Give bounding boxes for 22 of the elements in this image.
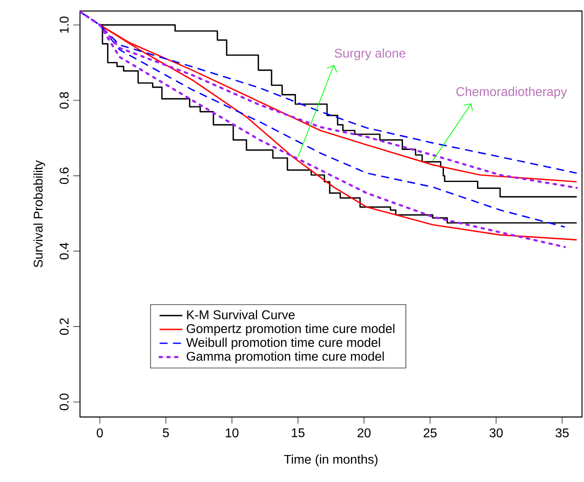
x-tick-label: 25 (424, 428, 437, 438)
y-axis-title: Survival Probability (33, 160, 46, 268)
annotation: Surgry alone (334, 48, 406, 60)
x-tick-label: 0 (96, 428, 103, 438)
y-tick-label: 0.6 (60, 167, 69, 184)
y-tick-label: 0.4 (60, 242, 69, 260)
legend-label: Gamma promotion time cure model (186, 352, 384, 364)
legend-label: Gompertz promotion time cure model (186, 324, 394, 336)
y-tick-label: 1.0 (60, 16, 69, 33)
y-tick-label: 0.2 (60, 318, 69, 335)
x-tick-label: 10 (226, 428, 238, 438)
x-tick-label: 15 (292, 428, 304, 438)
y-tick-label: 0.8 (60, 92, 69, 109)
x-tick-label: 20 (358, 428, 371, 438)
annotation: Chemoradiotherapy (456, 86, 567, 99)
x-tick-label: 30 (490, 428, 503, 438)
x-axis-title: Time (in months) (284, 454, 378, 466)
x-tick-label: 35 (556, 428, 569, 438)
legend-label: Weibull promotion time cure model (186, 338, 380, 350)
x-tick-label: 5 (162, 428, 169, 438)
y-tick-label: 0.0 (60, 394, 69, 410)
legend-label: K-M Survival Curve (187, 310, 295, 320)
